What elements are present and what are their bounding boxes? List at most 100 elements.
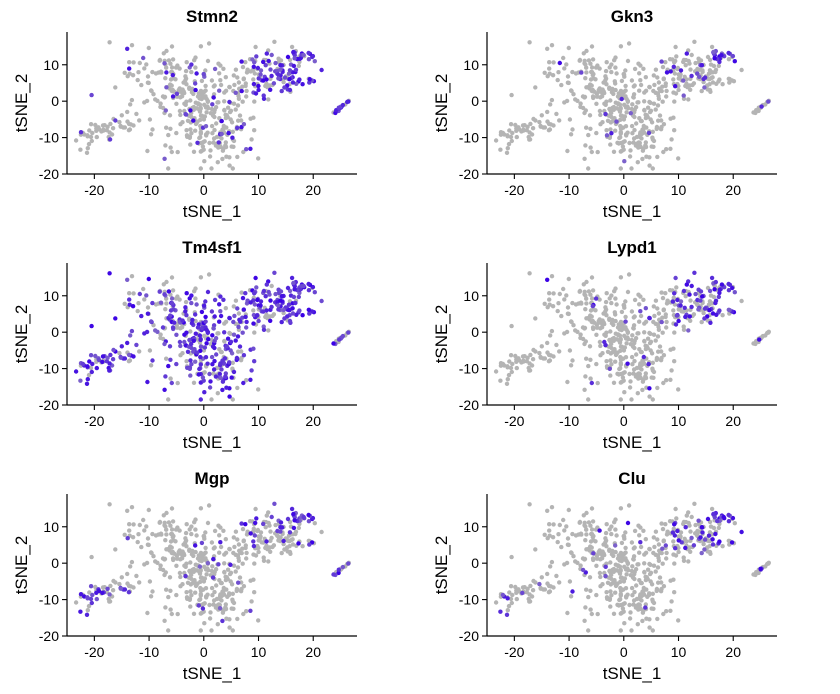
point (687, 545, 692, 550)
point (565, 379, 570, 385)
point (661, 307, 666, 312)
point (177, 66, 182, 71)
point (595, 611, 600, 617)
point (691, 81, 697, 86)
point (661, 76, 666, 81)
point (516, 358, 522, 363)
point (267, 314, 272, 319)
point-expressed (107, 137, 113, 142)
point (217, 533, 222, 538)
point (88, 134, 94, 140)
point-expressed (290, 306, 295, 311)
point (244, 550, 249, 556)
point (505, 608, 510, 613)
points (73, 501, 351, 633)
point (635, 160, 640, 165)
point (231, 606, 236, 611)
point (604, 359, 609, 364)
point (641, 528, 646, 533)
point-expressed (199, 540, 205, 546)
point (240, 64, 246, 70)
point (672, 330, 677, 335)
point (688, 529, 693, 534)
point-expressed (699, 525, 705, 530)
point-expressed (174, 332, 179, 337)
point (208, 610, 213, 615)
point (580, 556, 586, 561)
point-expressed (660, 546, 665, 551)
point (231, 304, 236, 309)
point-expressed (287, 68, 293, 73)
point (604, 128, 609, 133)
point (711, 525, 717, 531)
point-expressed (713, 298, 719, 303)
point-expressed (291, 63, 297, 69)
point (150, 589, 155, 594)
point (125, 581, 130, 586)
point (655, 75, 660, 80)
point-expressed (195, 140, 200, 145)
point-expressed (696, 307, 701, 312)
point-expressed (162, 387, 167, 392)
point (243, 545, 248, 551)
point (620, 144, 626, 149)
point (550, 535, 556, 540)
point (251, 577, 256, 582)
point-expressed (306, 281, 311, 287)
point (237, 113, 243, 118)
point (648, 339, 654, 344)
point-expressed (647, 386, 652, 391)
point-expressed (195, 325, 201, 330)
point (634, 121, 639, 126)
point (623, 299, 628, 304)
point-expressed (676, 538, 681, 543)
point (169, 44, 175, 49)
point (604, 595, 610, 600)
point (170, 556, 176, 561)
point (215, 391, 220, 396)
point (580, 105, 586, 111)
point (623, 355, 629, 360)
point (240, 99, 245, 104)
y-axis-label: tSNE_2 (12, 305, 31, 364)
point (520, 128, 525, 134)
x-axis-label: tSNE_1 (183, 664, 242, 683)
point-expressed (94, 596, 100, 602)
point (144, 560, 150, 566)
point (676, 87, 681, 93)
point-expressed (278, 62, 283, 68)
point (144, 98, 150, 104)
point (580, 94, 586, 99)
point-expressed (212, 314, 217, 319)
point (211, 136, 217, 141)
point (230, 397, 235, 402)
point (610, 548, 615, 554)
point (198, 129, 203, 135)
point-expressed (705, 516, 711, 522)
point (198, 44, 204, 49)
point (130, 73, 136, 78)
point (263, 525, 268, 530)
point (542, 70, 547, 76)
point (618, 591, 623, 597)
point-expressed (707, 288, 713, 294)
point-expressed (220, 618, 225, 624)
point-expressed (708, 320, 713, 325)
point-expressed (225, 336, 231, 341)
point (248, 69, 253, 74)
point (638, 294, 643, 299)
point (631, 371, 636, 376)
point-expressed (93, 353, 98, 359)
point (527, 592, 532, 597)
point (148, 363, 154, 368)
panel-title: Tm4sf1 (182, 238, 242, 257)
point (591, 76, 596, 81)
point (613, 296, 618, 301)
point (554, 111, 559, 117)
point (638, 592, 643, 597)
point (170, 288, 176, 293)
point (200, 144, 206, 149)
point (588, 357, 593, 362)
point (707, 87, 713, 93)
point (547, 66, 552, 71)
